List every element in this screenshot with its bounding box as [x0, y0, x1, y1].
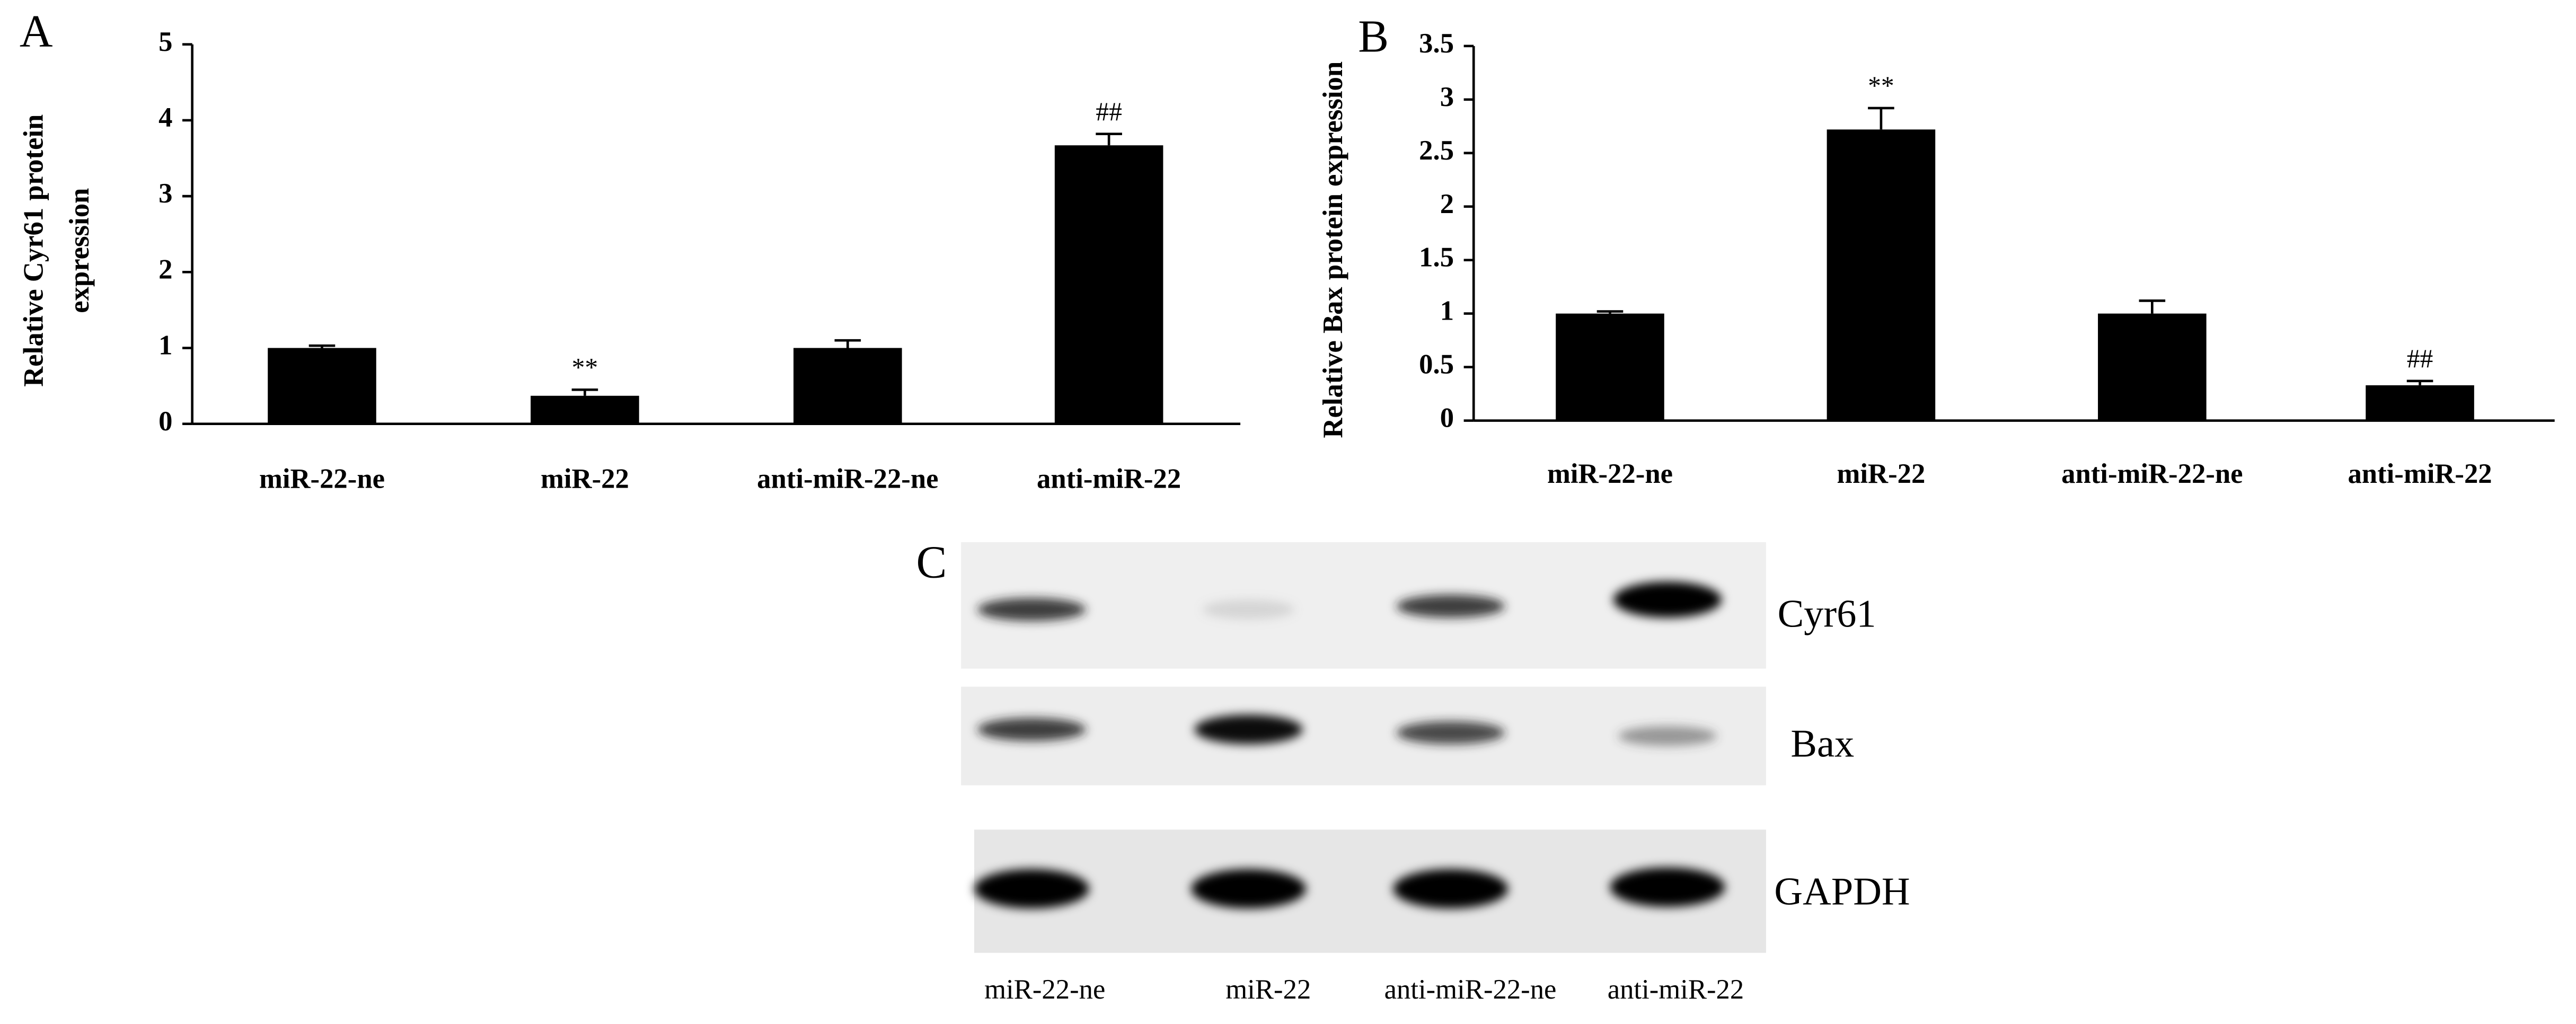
band: [1613, 581, 1722, 618]
error-bar: [1868, 107, 1894, 130]
bar: [1556, 313, 1664, 421]
band: [1202, 599, 1295, 620]
y-axis-label: Relative Bax protein expression: [1318, 61, 1348, 438]
band: [977, 598, 1086, 621]
error-bar: [1596, 310, 1624, 314]
annotation: ##: [2407, 344, 2433, 373]
bar: [531, 395, 639, 424]
blot-lane-label: miR-22-ne: [984, 974, 1105, 1005]
annotation: ##: [1096, 97, 1122, 126]
y-tick-label: 1: [158, 330, 172, 361]
band: [1191, 869, 1307, 909]
blot-row-label: GAPDH: [1774, 870, 1910, 913]
bar: [1054, 145, 1163, 424]
band: [1393, 869, 1508, 909]
band: [1396, 721, 1505, 745]
y-tick-label: 5: [158, 27, 172, 57]
error-bar: [1096, 133, 1122, 146]
y-tick-label: 0: [1440, 403, 1454, 434]
band: [974, 869, 1089, 909]
x-tick-label: anti-miR-22: [1037, 463, 1181, 494]
y-tick-label: 2: [1440, 189, 1454, 219]
blot-row-label: Bax: [1790, 722, 1854, 765]
y-tick-label: 0: [158, 406, 172, 437]
blot: [961, 542, 1766, 953]
y-tick-label: 4: [158, 102, 172, 133]
blot-lane-label: miR-22: [1225, 974, 1311, 1005]
band: [1396, 595, 1505, 618]
bar: [2098, 313, 2207, 421]
error-bar: [2139, 299, 2166, 314]
blot-lane-label: anti-miR-22-ne: [1384, 974, 1557, 1005]
y-tick-label: 3: [1440, 82, 1454, 112]
y-tick-label: 3: [158, 178, 172, 209]
band: [1194, 714, 1303, 745]
y-tick-label: 2.5: [1419, 135, 1454, 166]
x-tick-label: anti-miR-22-ne: [757, 463, 938, 494]
panel-label: C: [916, 536, 947, 587]
y-tick-label: 0.5: [1419, 349, 1454, 380]
band: [1610, 867, 1725, 907]
band: [1618, 726, 1717, 746]
bar: [268, 348, 376, 424]
y-tick-label: 1.5: [1419, 242, 1454, 273]
panel-label: A: [20, 6, 53, 57]
x-tick-label: miR-22-ne: [1547, 458, 1673, 489]
blot-row-label: Cyr61: [1778, 593, 1876, 636]
error-bar: [834, 339, 861, 348]
annotation: **: [572, 352, 598, 382]
x-tick-label: anti-miR-22-ne: [2061, 458, 2243, 489]
blot-lane-label: anti-miR-22: [1608, 974, 1744, 1005]
y-tick-label: 3.5: [1419, 28, 1454, 59]
bar: [793, 348, 902, 424]
x-tick-label: miR-22: [541, 463, 629, 494]
panel-label: B: [1358, 11, 1389, 61]
error-bar: [571, 388, 598, 396]
bar: [1827, 129, 1936, 421]
error-bar: [308, 344, 336, 348]
band: [977, 718, 1086, 741]
error-bar: [2406, 379, 2433, 385]
annotation: **: [1868, 71, 1894, 100]
x-tick-label: anti-miR-22: [2348, 458, 2492, 489]
y-axis-label: Relative Cyr61 protein: [18, 114, 49, 387]
y-tick-label: 2: [158, 254, 172, 285]
x-tick-label: miR-22: [1837, 458, 1926, 489]
y-axis-label: expression: [64, 188, 95, 313]
y-tick-label: 1: [1440, 296, 1454, 326]
bar: [2366, 385, 2474, 421]
x-tick-label: miR-22-ne: [259, 463, 385, 494]
